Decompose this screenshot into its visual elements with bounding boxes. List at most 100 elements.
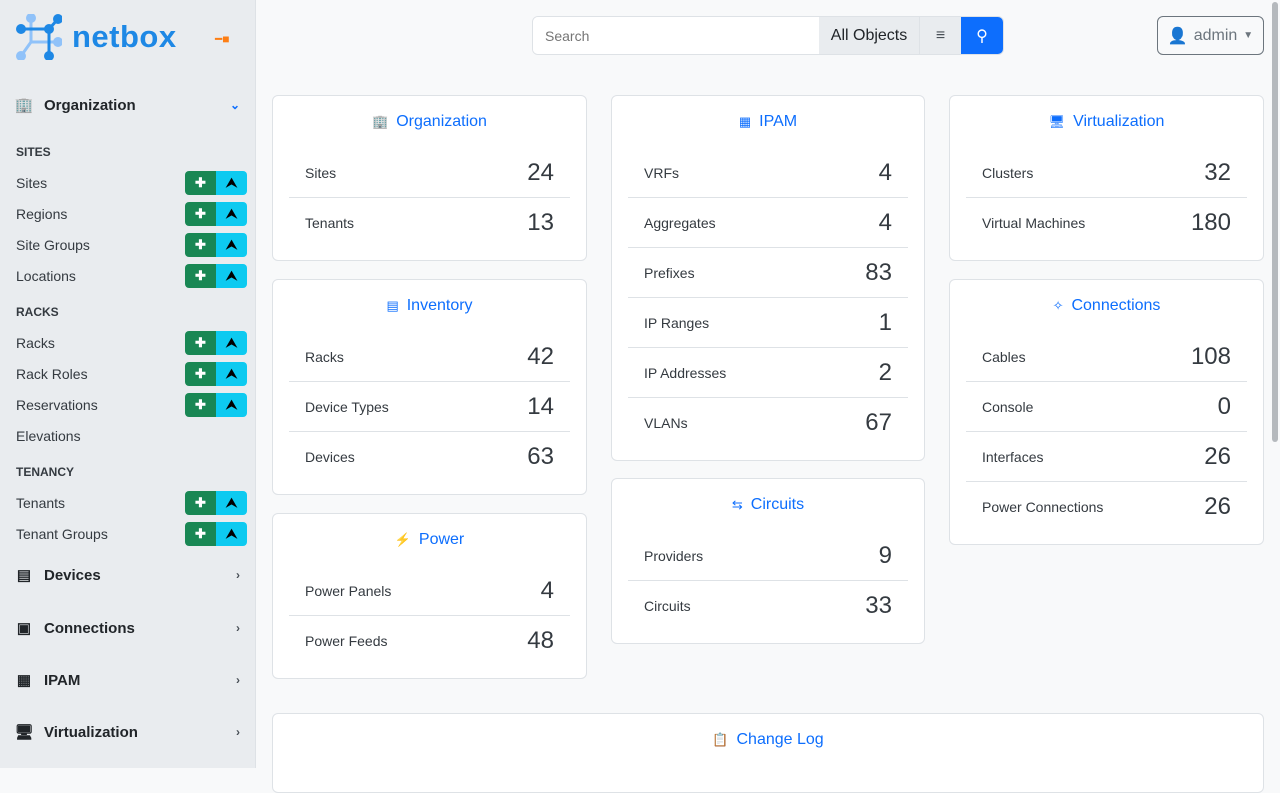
- import-button[interactable]: ⮝: [216, 522, 247, 546]
- search-button[interactable]: ⚲: [961, 17, 1003, 54]
- card-title[interactable]: Organization: [396, 113, 487, 130]
- sidebar-item[interactable]: Rack Roles ✚ ⮝: [16, 362, 247, 386]
- card-title[interactable]: Virtualization: [1073, 113, 1165, 130]
- sidebar-group-heading: RACKS: [16, 305, 59, 319]
- sidebar-section-organization[interactable]: 🏢 Organization ⌄: [14, 95, 240, 115]
- stat-row[interactable]: VLANs 67: [628, 398, 908, 448]
- import-button[interactable]: ⮝: [216, 233, 247, 257]
- sidebar-item[interactable]: Elevations: [16, 424, 247, 448]
- sidebar-item-label: Tenants: [16, 495, 66, 511]
- card-title[interactable]: Connections: [1071, 297, 1161, 314]
- sidebar-section[interactable]: ▤ Devices ›: [14, 565, 240, 585]
- stat-row[interactable]: IP Ranges 1: [628, 298, 908, 348]
- stat-row[interactable]: Power Panels 4: [289, 566, 570, 616]
- lightning-icon: ⚡: [394, 532, 411, 547]
- scrollbar[interactable]: [1272, 2, 1278, 442]
- import-button[interactable]: ⮝: [216, 171, 247, 195]
- add-button[interactable]: ✚: [185, 393, 216, 417]
- stat-row[interactable]: VRFs 4: [628, 148, 908, 198]
- import-button[interactable]: ⮝: [216, 202, 247, 226]
- sidebar-item[interactable]: Tenants ✚ ⮝: [16, 491, 247, 515]
- netbox-logo-icon: [16, 14, 62, 60]
- add-button[interactable]: ✚: [185, 264, 216, 288]
- add-button[interactable]: ✚: [185, 522, 216, 546]
- stat-count: 108: [1190, 342, 1231, 370]
- add-button[interactable]: ✚: [185, 233, 216, 257]
- stat-row[interactable]: Interfaces 26: [966, 432, 1247, 482]
- search-input[interactable]: [533, 17, 819, 54]
- stat-row[interactable]: IP Addresses 2: [628, 348, 908, 398]
- chevron-right-icon: ›: [236, 568, 240, 582]
- stat-count: 9: [878, 541, 892, 569]
- stat-row[interactable]: Racks 42: [289, 332, 570, 382]
- stat-row[interactable]: Providers 9: [628, 531, 908, 581]
- import-button[interactable]: ⮝: [216, 491, 247, 515]
- stat-label: Interfaces: [982, 448, 1044, 465]
- stat-row[interactable]: Tenants 13: [289, 198, 570, 248]
- add-button[interactable]: ✚: [185, 331, 216, 355]
- add-button[interactable]: ✚: [185, 362, 216, 386]
- sidebar-item[interactable]: Racks ✚ ⮝: [16, 331, 247, 355]
- object-type-select[interactable]: All Objects: [819, 17, 920, 54]
- stat-row[interactable]: Sites 24: [289, 148, 570, 198]
- stat-label: Virtual Machines: [982, 215, 1086, 231]
- sidebar-item[interactable]: Reservations ✚ ⮝: [16, 393, 247, 417]
- add-button[interactable]: ✚: [185, 171, 216, 195]
- username: admin: [1193, 26, 1238, 44]
- card-title[interactable]: Inventory: [406, 297, 473, 314]
- stat-label: Aggregates: [644, 214, 716, 231]
- stat-count: 14: [527, 392, 554, 420]
- sidebar-item[interactable]: Site Groups ✚ ⮝: [16, 233, 247, 257]
- user-menu-button[interactable]: 👤 admin ▼: [1157, 16, 1264, 55]
- stat-row[interactable]: Circuits 33: [628, 581, 908, 631]
- add-button[interactable]: ✚: [185, 202, 216, 226]
- stat-row[interactable]: Power Feeds 48: [289, 616, 570, 666]
- stat-row[interactable]: Console 0: [966, 382, 1247, 432]
- sidebar-item-label: Sites: [16, 175, 48, 191]
- card-title[interactable]: IPAM: [759, 113, 798, 130]
- sidebar-section-label: Virtualization: [44, 723, 138, 741]
- stat-label: Tenants: [305, 215, 355, 231]
- pin-icon[interactable]: ━■: [215, 32, 230, 46]
- import-button[interactable]: ⮝: [216, 264, 247, 288]
- stat-row[interactable]: Power Connections 26: [966, 482, 1247, 532]
- stat-count: 4: [540, 576, 554, 604]
- stat-row[interactable]: Prefixes 83: [628, 248, 908, 298]
- sidebar-item-label: Regions: [16, 206, 68, 222]
- stat-row[interactable]: Virtual Machines 180: [966, 198, 1247, 248]
- stat-row[interactable]: Devices 63: [289, 432, 570, 482]
- stat-count: 48: [527, 627, 554, 654]
- sidebar-item-label: Reservations: [16, 397, 98, 413]
- sidebar-section[interactable]: ▦ IPAM ›: [14, 670, 240, 690]
- building-icon: 🏢: [372, 114, 389, 129]
- sidebar-section[interactable]: ▣ Connections ›: [14, 618, 240, 638]
- stat-row[interactable]: Cables 108: [966, 332, 1247, 382]
- card-title[interactable]: Change Log: [736, 731, 824, 748]
- sidebar-item[interactable]: Sites ✚ ⮝: [16, 171, 247, 195]
- stat-count: 0: [1217, 392, 1231, 420]
- stat-label: Clusters: [982, 164, 1034, 181]
- stat-row[interactable]: Aggregates 4: [628, 198, 908, 248]
- sidebar-section[interactable]: 🖥 Virtualization ›: [14, 722, 240, 742]
- import-button[interactable]: ⮝: [216, 362, 247, 386]
- import-button[interactable]: ⮝: [216, 331, 247, 355]
- sidebar-item[interactable]: Locations ✚ ⮝: [16, 264, 247, 288]
- chevron-right-icon: ›: [236, 725, 240, 739]
- stat-row[interactable]: Device Types 14: [289, 382, 570, 432]
- sidebar-item[interactable]: Regions ✚ ⮝: [16, 202, 247, 226]
- stat-row[interactable]: Clusters 32: [966, 148, 1247, 198]
- sidebar-item-label: Racks: [16, 335, 55, 351]
- search-bar: All Objects ≡ ⚲: [532, 16, 1004, 55]
- filter-button[interactable]: ≡: [920, 17, 961, 54]
- card-title[interactable]: Circuits: [750, 496, 805, 513]
- server-icon: ▤: [386, 298, 399, 313]
- card-title[interactable]: Power: [418, 531, 465, 548]
- netbox-logo[interactable]: netbox: [16, 14, 177, 60]
- add-button[interactable]: ✚: [185, 491, 216, 515]
- import-button[interactable]: ⮝: [216, 393, 247, 417]
- sidebar-item[interactable]: Tenant Groups ✚ ⮝: [16, 522, 247, 546]
- user-icon: 👤: [1167, 27, 1188, 45]
- sidebar-section-label: IPAM: [44, 671, 81, 689]
- stat-count: 24: [527, 158, 554, 186]
- building-icon: 🏢: [14, 97, 34, 114]
